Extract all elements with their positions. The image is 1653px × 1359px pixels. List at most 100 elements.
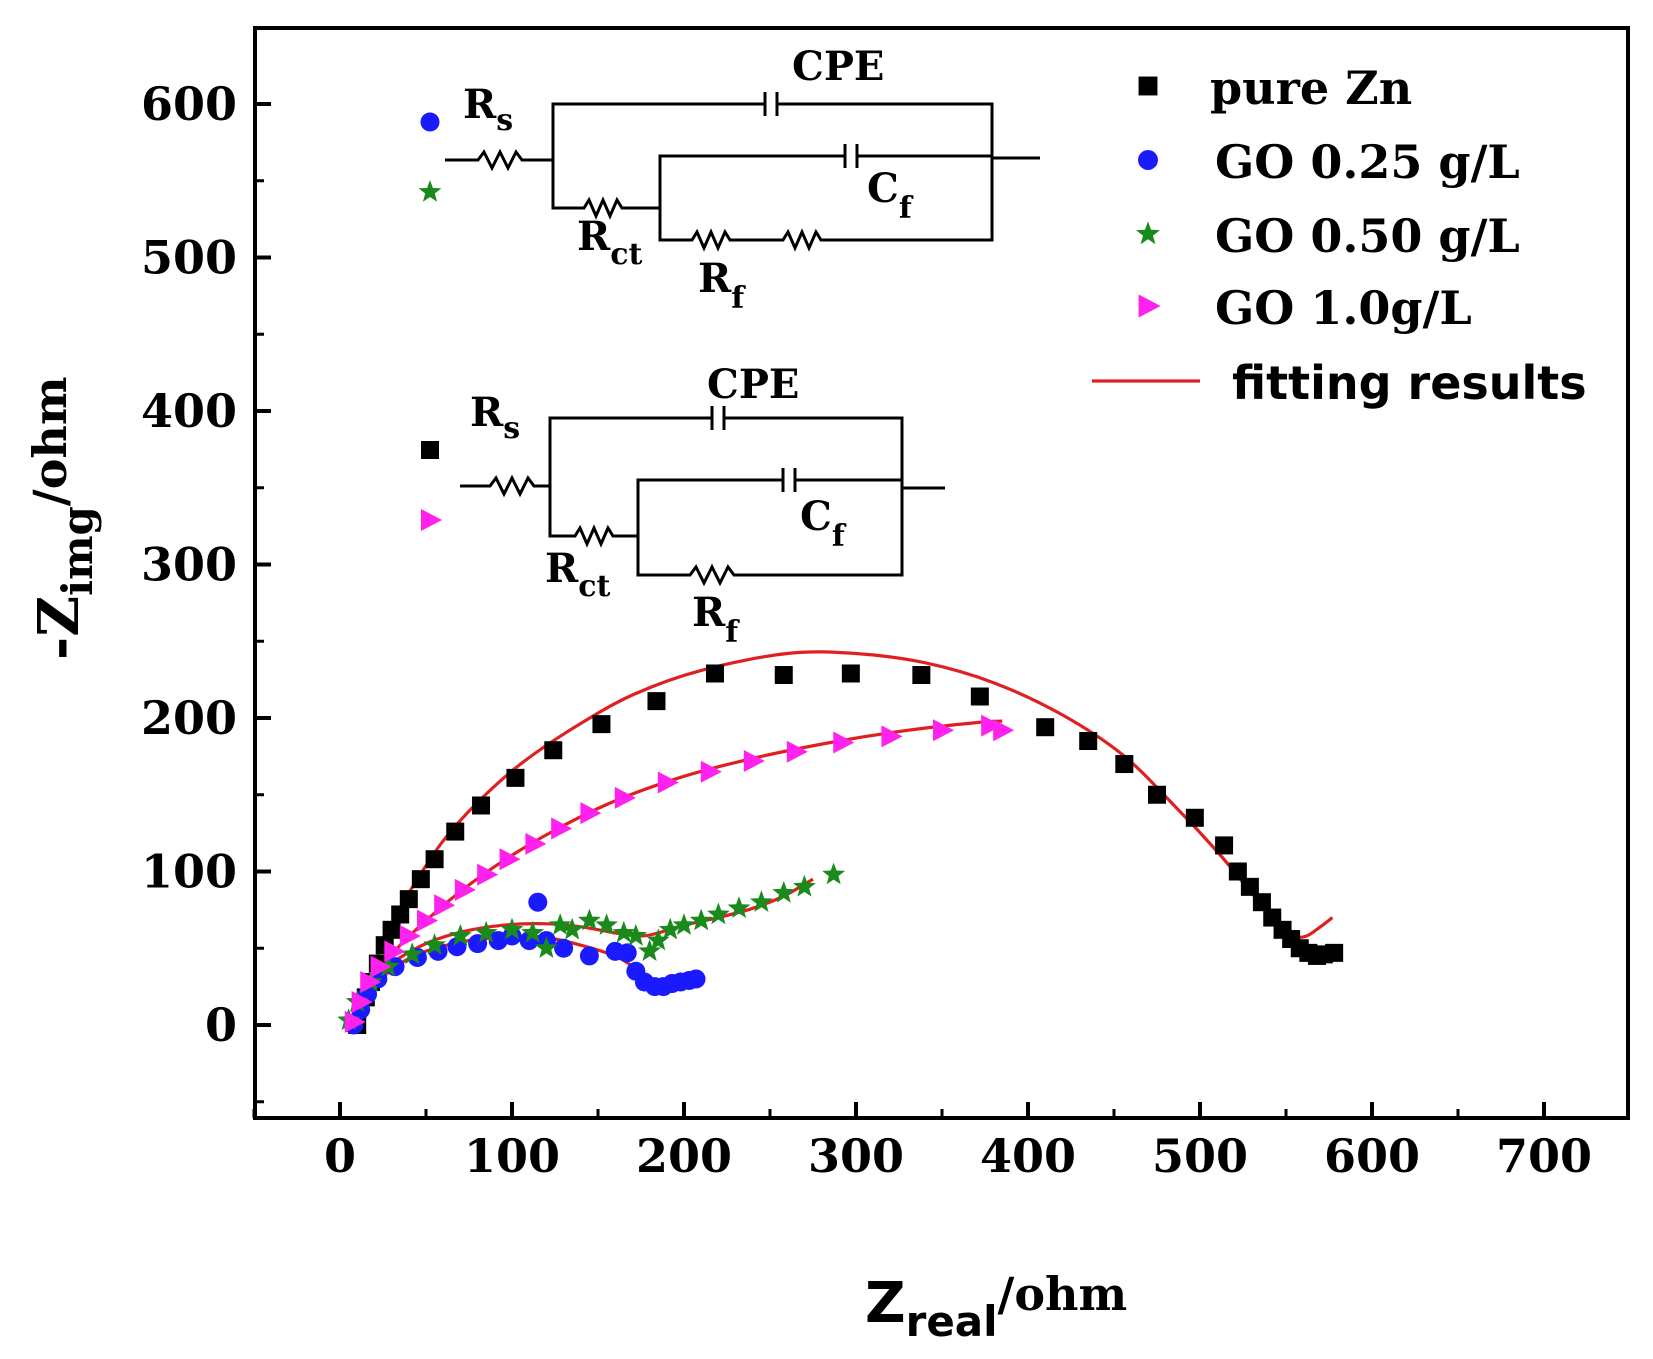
y-tick-label: 100: [141, 845, 237, 899]
data-point-go-0-50-g-l: [560, 917, 584, 940]
data-point-go-0-50-g-l: [707, 902, 730, 925]
x-axis-title: Zreal/ohm: [865, 1267, 1127, 1346]
data-point-go-0-50-g-l: [689, 908, 713, 931]
data-point-go-0-50-g-l: [612, 920, 636, 943]
data-point-go-1-0g-l: [351, 990, 373, 1013]
data-point-go-1-0g-l: [881, 725, 903, 748]
fit-curve-pure-zn: [355, 650, 1334, 1026]
circuit-key-marker: [421, 441, 439, 459]
y-axis-title-prefix: -Z: [26, 596, 92, 660]
legend-label: GO 1.0g/L: [1215, 281, 1472, 335]
data-point-pure-zn: [411, 870, 430, 889]
data-point-go-0-50-g-l: [638, 939, 661, 961]
data-point-go-1-0g-l: [417, 909, 438, 932]
data-point-pure-zn: [774, 666, 793, 685]
data-point-go-0-50-g-l: [750, 890, 773, 912]
data-point-pure-zn: [647, 692, 666, 711]
data-point-go-1-0g-l: [981, 714, 1003, 737]
data-point-pure-zn: [1252, 893, 1271, 912]
data-point-go-0-50-g-l: [548, 913, 572, 935]
x-axis-title-main: Z: [865, 1271, 906, 1336]
y-tick-label: 0: [205, 998, 237, 1052]
data-point-pure-zn: [1185, 808, 1204, 827]
data-point-pure-zn: [1228, 862, 1247, 881]
circuit-diagram-lower: Rs CPE Rct Cf Rf: [460, 361, 945, 650]
data-point-go-0-50-g-l: [822, 862, 846, 885]
legend-marker: [1138, 294, 1161, 318]
data-point-go-1-0g-l: [993, 719, 1015, 742]
data-point-go-1-0g-l: [743, 749, 765, 772]
data-point-go-0-25-g-l: [554, 938, 574, 958]
data-point-pure-zn: [382, 920, 401, 939]
x-axis-ticks: 0 100 200 300 400 500 600 700: [252, 1102, 1592, 1183]
data-point-go-1-0g-l: [657, 771, 679, 794]
circuit-diagram-upper: Rs CPE Rct Cf Rf: [445, 43, 1040, 316]
y-tick-label: 400: [141, 384, 237, 438]
data-point-pure-zn: [399, 890, 418, 909]
data-point-go-1-0g-l: [370, 955, 392, 978]
data-point-go-1-0g-l: [344, 1010, 366, 1033]
data-point-pure-zn: [544, 741, 563, 760]
data-point-go-1-0g-l: [360, 971, 382, 994]
legend-label: GO 0.25 g/L: [1215, 135, 1520, 189]
circuit-series-keys: [418, 112, 442, 531]
data-point-go-0-25-g-l: [686, 969, 706, 989]
data-point-go-0-50-g-l: [727, 896, 751, 918]
data-point-go-0-25-g-l: [447, 937, 467, 957]
data-point-go-1-0g-l: [525, 832, 547, 855]
data-point-go-1-0g-l: [786, 740, 808, 763]
y-tick-label: 300: [141, 538, 237, 592]
x-tick-label: 200: [636, 1129, 732, 1183]
data-point-go-1-0g-l: [700, 760, 722, 783]
data-point-go-0-25-g-l: [528, 892, 548, 912]
cf-label-lower: Cf: [800, 493, 847, 554]
legend-marker: [1136, 221, 1160, 245]
y-tick-label: 600: [141, 77, 237, 131]
data-point-pure-zn: [506, 768, 525, 787]
data-point-go-1-0g-l: [614, 786, 636, 809]
data-point-pure-zn: [1325, 943, 1344, 962]
y-axis-title-unit: /ohm: [23, 377, 77, 507]
legend-marker: [1138, 150, 1158, 170]
data-point-pure-zn: [592, 715, 611, 734]
data-point-go-0-50-g-l: [535, 936, 558, 958]
data-point-go-1-0g-l: [933, 719, 954, 742]
data-point-pure-zn: [391, 905, 410, 924]
data-point-go-1-0g-l: [499, 848, 521, 871]
x-tick-label: 0: [324, 1129, 356, 1183]
x-tick-label: 300: [808, 1129, 904, 1183]
rct-label: Rct: [577, 213, 643, 272]
cpe-label: CPE: [792, 43, 884, 90]
data-point-go-0-50-g-l: [595, 913, 618, 935]
data-point-go-0-50-g-l: [400, 942, 424, 965]
cpe-label-lower: CPE: [707, 361, 799, 408]
data-point-go-0-50-g-l: [578, 908, 601, 931]
data-point-go-0-50-g-l: [521, 920, 545, 943]
data-point-go-0-50-g-l: [474, 920, 498, 943]
data-point-go-0-50-g-l: [646, 928, 670, 951]
data-point-go-1-0g-l: [454, 878, 476, 901]
data-point-go-1-0g-l: [551, 817, 573, 840]
rct-label-lower: Rct: [545, 545, 611, 604]
rf-label: Rf: [698, 255, 746, 316]
data-point-pure-zn: [472, 796, 491, 815]
data-point-pure-zn: [1148, 785, 1166, 804]
data-point-go-0-25-g-l: [579, 946, 599, 966]
fit-curves: [347, 650, 1334, 1026]
data-point-go-0-50-g-l: [500, 917, 524, 940]
data-point-go-1-0g-l: [399, 924, 421, 947]
data-point-go-1-0g-l: [384, 940, 406, 963]
data-point-pure-zn: [705, 664, 724, 683]
data-point-go-1-0g-l: [833, 731, 855, 754]
y-tick-label: 200: [141, 691, 237, 745]
legend-label: fitting results: [1232, 356, 1587, 410]
x-tick-label: 400: [980, 1129, 1076, 1183]
data-point-go-0-50-g-l: [672, 913, 696, 935]
x-tick-label: 600: [1324, 1129, 1420, 1183]
data-point-go-1-0g-l: [477, 863, 499, 886]
data-point-go-0-50-g-l: [423, 933, 446, 955]
x-tick-label: 100: [464, 1129, 560, 1183]
data-point-go-0-50-g-l: [449, 924, 472, 946]
y-axis-title: -Zimg/ohm: [23, 377, 102, 661]
rs-label: Rs: [463, 81, 513, 138]
